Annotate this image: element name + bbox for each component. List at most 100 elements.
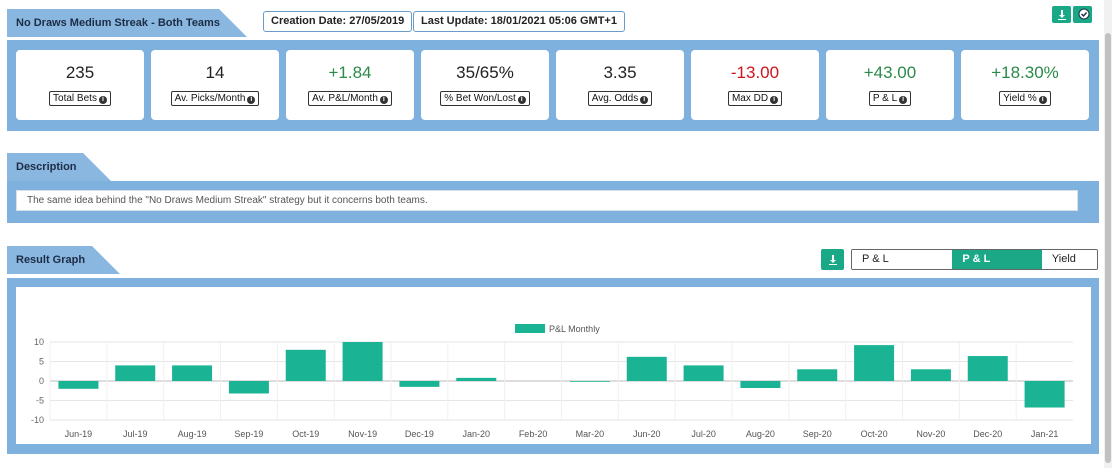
y-tick-label: -10 — [31, 415, 44, 425]
info-icon: i — [1038, 96, 1047, 104]
bar — [967, 356, 1008, 381]
info-icon: i — [379, 96, 388, 104]
bar — [399, 381, 440, 387]
bar — [342, 342, 383, 381]
stat-value: 14 — [205, 63, 225, 82]
stat-label-button[interactable]: Total Bets i — [49, 91, 111, 106]
bar — [285, 349, 326, 381]
x-tick-label: Mar-20 — [576, 429, 605, 439]
x-tick-label: Oct-20 — [861, 429, 888, 439]
stat-label: Av. Picks/Month — [174, 93, 246, 104]
graph-panel: 10 5 0 -5 -10 P&L Monthly Jun-19 Jul-19 Aug-19 Se… — [7, 278, 1099, 454]
description-text: The same idea behind the "No Draws Mediu… — [16, 190, 1078, 211]
bar — [910, 369, 951, 381]
stat-card: 235 Total Bets i — [16, 50, 144, 120]
stat-label-button[interactable]: Av. P&L/Month i — [308, 91, 392, 106]
x-tick-label: Nov-19 — [348, 429, 377, 439]
stat-value: +43.00 — [863, 63, 917, 82]
bar — [683, 365, 724, 381]
stat-value: 3.35 — [603, 63, 637, 82]
x-tick-label: Sep-20 — [803, 429, 832, 439]
x-tick-label: Aug-19 — [178, 429, 207, 439]
stat-value: +1.84 — [328, 63, 372, 82]
result-graph-tab: Result Graph — [7, 246, 120, 274]
y-tick-label: 0 — [39, 376, 44, 386]
x-tick-label: Nov-20 — [916, 429, 945, 439]
scrollbar-thumb[interactable] — [1105, 33, 1111, 463]
stat-value: 35/65% — [456, 63, 514, 82]
x-tick-label: Dec-20 — [973, 429, 1002, 439]
info-icon: i — [247, 96, 256, 104]
chart-card: 10 5 0 -5 -10 P&L Monthly Jun-19 Jul-19 Aug-19 Se… — [16, 287, 1091, 444]
stat-label-button[interactable]: Av. Picks/Month i — [170, 91, 260, 106]
stat-card: +1.84 Av. P&L/Month i — [286, 50, 414, 120]
x-tick-label: Jun-20 — [633, 429, 661, 439]
stat-label-button[interactable]: Yield % i — [999, 91, 1051, 106]
strategy-title-tab: No Draws Medium Streak - Both Teams — [7, 9, 247, 37]
stats-panel: 235 Total Bets i 14 Av. Picks/Month i +1.8… — [7, 40, 1099, 131]
stat-value: -13.00 — [730, 63, 780, 82]
stat-label: Total Bets — [53, 93, 97, 104]
y-tick-label: 10 — [34, 337, 44, 347]
stat-label: Av. P&L/Month — [312, 93, 378, 104]
info-icon: i — [98, 96, 107, 104]
info-icon: i — [770, 96, 779, 104]
tab-yield[interactable]: Yield % — [1041, 250, 1097, 269]
stat-label-button[interactable]: Max DD i — [727, 91, 783, 106]
x-tick-label: Jun-19 — [65, 429, 93, 439]
bar — [228, 381, 269, 394]
info-icon: i — [517, 96, 526, 104]
stat-card: -13.00 Max DD i — [691, 50, 819, 120]
y-tick-label: 5 — [39, 357, 44, 367]
creation-date-chip: Creation Date: 27/05/2019 — [263, 11, 413, 32]
stat-card: 14 Av. Picks/Month i — [151, 50, 279, 120]
x-tick-label: Jan-21 — [1031, 429, 1059, 439]
last-update-chip: Last Update: 18/01/2021 05:06 GMT+1 — [413, 11, 625, 32]
bar — [115, 365, 156, 381]
x-tick-label: Sep-19 — [234, 429, 263, 439]
tab-pl-monthly[interactable]: P & L Monthly — [952, 250, 1042, 269]
chart-download-button[interactable] — [821, 249, 844, 270]
download-icon — [1057, 9, 1066, 20]
x-tick-label: Feb-20 — [519, 429, 548, 439]
y-tick-label: -5 — [36, 396, 44, 406]
stat-card: 3.35 Avg. Odds i — [556, 50, 684, 120]
bar — [456, 377, 497, 381]
description-tab: Description — [7, 153, 111, 181]
legend-label: P&L Monthly — [549, 324, 600, 334]
bar — [1024, 381, 1065, 408]
graph-mode-tabs: P & L Cumulative P & L Monthly Yield % — [851, 249, 1098, 270]
stat-label-button[interactable]: Avg. Odds i — [587, 91, 653, 106]
bar — [854, 345, 895, 381]
download-icon — [828, 254, 837, 265]
stat-label: % Bet Won/Lost — [444, 93, 516, 104]
pl-monthly-chart: 10 5 0 -5 -10 P&L Monthly Jun-19 Jul-19 Aug-19 Se… — [31, 324, 1073, 439]
bar — [58, 381, 99, 389]
tab-pl-cumulative[interactable]: P & L Cumulative — [852, 250, 953, 269]
result-graph-header: Result Graph — [16, 254, 86, 266]
stat-label: P & L — [872, 93, 898, 104]
x-tick-label: Jan-20 — [462, 429, 490, 439]
strategy-title: No Draws Medium Streak - Both Teams — [16, 17, 220, 29]
stat-label: Yield % — [1003, 93, 1037, 104]
top-actions — [1052, 6, 1092, 23]
legend-swatch — [515, 324, 545, 333]
x-tick-label: Jul-20 — [691, 429, 716, 439]
stat-label: Avg. Odds — [591, 93, 639, 104]
download-button[interactable] — [1052, 6, 1071, 23]
bar — [740, 381, 781, 389]
stat-label-button[interactable]: % Bet Won/Lost i — [440, 91, 530, 106]
stat-card: 35/65% % Bet Won/Lost i — [421, 50, 549, 120]
x-tick-label: Oct-19 — [292, 429, 319, 439]
bar — [626, 356, 667, 381]
check-badge-icon — [1078, 8, 1089, 19]
info-icon: i — [640, 96, 649, 104]
description-panel: The same idea behind the "No Draws Mediu… — [7, 181, 1099, 223]
bar — [569, 381, 610, 382]
follow-button[interactable] — [1073, 6, 1092, 23]
bar — [797, 369, 838, 381]
info-icon: i — [899, 96, 908, 104]
x-tick-label: Dec-19 — [405, 429, 434, 439]
